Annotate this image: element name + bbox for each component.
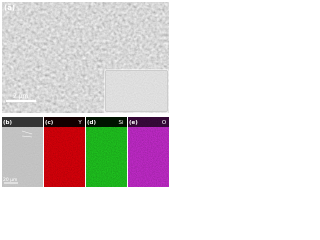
panel-label: (e) (129, 120, 138, 126)
panel-label: (a) (4, 4, 15, 12)
panel-b: (b) 20 μm (2, 117, 43, 187)
map-noise (44, 117, 85, 187)
inset-texture (106, 71, 167, 111)
panel-label: (b) (3, 120, 12, 126)
panel-c: (c) Y (44, 117, 85, 187)
panel-label: (c) (45, 120, 54, 126)
panel-a: (a) 2 μm (2, 2, 169, 113)
arrow (21, 130, 33, 135)
arrow (21, 135, 33, 138)
map-noise (86, 117, 127, 187)
scale-bar-label: 20 μm (3, 177, 17, 183)
top-layer (2, 117, 43, 127)
panel-label: (d) (87, 120, 96, 126)
map-noise (128, 117, 169, 187)
scale-bar-label: 2 μm (13, 93, 29, 100)
element-label: Si (118, 120, 123, 126)
panel-d: (d) Si (86, 117, 127, 187)
sem-texture (2, 117, 43, 187)
figure: (a) 2 μm (b) 20 μm (c) Y (d) Si (e) O (2, 2, 169, 187)
element-label: Y (77, 120, 82, 126)
element-label: O (162, 120, 167, 126)
panel-e: (e) O (128, 117, 169, 187)
